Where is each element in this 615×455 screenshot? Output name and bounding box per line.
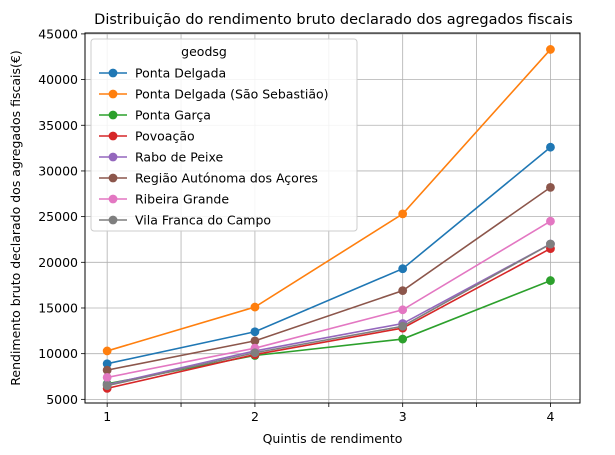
legend-swatch-marker — [108, 194, 118, 204]
series-6 — [102, 216, 555, 382]
y-tick-label: 20000 — [38, 255, 78, 270]
legend-item: Povoação — [99, 129, 195, 144]
series-line — [106, 243, 551, 386]
legend-swatch-marker — [108, 89, 118, 99]
legend-item: Ponta Delgada — [99, 66, 226, 81]
legend-box — [90, 38, 358, 232]
legend-item: Ponta Delgada (São Sebastião) — [99, 87, 329, 102]
data-point — [102, 359, 112, 369]
y-tick-label: 5000 — [46, 392, 78, 407]
y-tick-label: 35000 — [38, 118, 78, 133]
series-7 — [102, 239, 555, 391]
series-5 — [102, 182, 555, 375]
x-tick-label: 1 — [103, 409, 111, 424]
legend-label: Ponta Delgada — [135, 66, 226, 81]
data-point — [250, 302, 260, 312]
series-1 — [102, 45, 555, 356]
legend-item: Ponta Garça — [99, 108, 211, 123]
data-point — [398, 286, 408, 296]
x-tick-label: 3 — [399, 409, 407, 424]
legend: geodsg Ponta Delgada Ponta Delgada (São Se… — [90, 38, 358, 232]
x-tick-label: 4 — [546, 409, 554, 424]
data-point — [102, 373, 112, 382]
data-point — [546, 239, 555, 249]
data-point — [398, 305, 408, 315]
series-line — [106, 48, 552, 352]
legend-swatch-marker — [108, 110, 118, 120]
legend-swatch-marker — [108, 215, 118, 225]
series-line — [106, 146, 551, 365]
plot-frame — [84, 32, 581, 404]
legend-label: Vila Franca do Campo — [135, 213, 271, 228]
legend-label: Ponta Delgada (São Sebastião) — [135, 87, 329, 102]
series-line — [106, 243, 551, 387]
data-point — [398, 209, 408, 219]
data-point — [398, 334, 408, 344]
y-tick-label: 25000 — [38, 209, 78, 224]
legend-label: Povoação — [135, 129, 195, 144]
data-point — [546, 182, 555, 192]
data-point — [102, 365, 112, 375]
legend-title: geodsg — [181, 44, 227, 59]
axes: 1 2 3 4500010000150002000025000300003500040… — [38, 26, 554, 424]
x-tick-label: 2 — [251, 409, 259, 424]
legend-label: Rabo de Peixe — [135, 150, 223, 165]
series-0 — [102, 142, 555, 369]
data-point — [102, 381, 112, 391]
data-point — [546, 142, 555, 152]
y-axis-label: Rendimento bruto declarado dos agregados… — [8, 50, 23, 385]
legend-item: Rabo de Peixe — [99, 150, 223, 165]
chart-title: Distribuição do rendimento bruto declara… — [94, 12, 573, 28]
legend-label: Ponta Garça — [135, 108, 211, 123]
data-point — [546, 276, 555, 285]
data-point — [102, 346, 112, 356]
series-line — [107, 186, 551, 371]
legend-item: Ribeira Grande — [99, 192, 229, 207]
data-point — [398, 264, 408, 274]
series-line — [107, 220, 551, 379]
legend-swatch-marker — [108, 173, 118, 183]
data-point — [546, 45, 555, 54]
x-axis-label: Quintis de rendimento — [263, 431, 403, 446]
legend-label: Ribeira Grande — [135, 192, 229, 207]
legend-label: Região Autónoma dos Açores — [135, 171, 318, 186]
legend-swatch-marker — [108, 131, 118, 141]
y-tick-label: 45000 — [38, 26, 78, 41]
y-tick-label: 40000 — [38, 72, 78, 87]
series-line — [106, 247, 551, 390]
data-point — [398, 321, 408, 331]
y-tick-label: 15000 — [38, 300, 78, 315]
data-point — [546, 216, 555, 226]
legend-item: Vila Franca do Campo — [99, 213, 271, 228]
y-tick-label: 10000 — [38, 346, 78, 361]
legend-swatch-marker — [108, 68, 118, 78]
data-point — [250, 327, 260, 337]
data-point — [250, 336, 260, 346]
data-point — [250, 348, 260, 358]
legend-item: Região Autónoma dos Açores — [99, 171, 318, 186]
series-layer — [102, 45, 555, 393]
legend-swatch-marker — [108, 152, 118, 162]
y-tick-label: 30000 — [38, 163, 78, 178]
